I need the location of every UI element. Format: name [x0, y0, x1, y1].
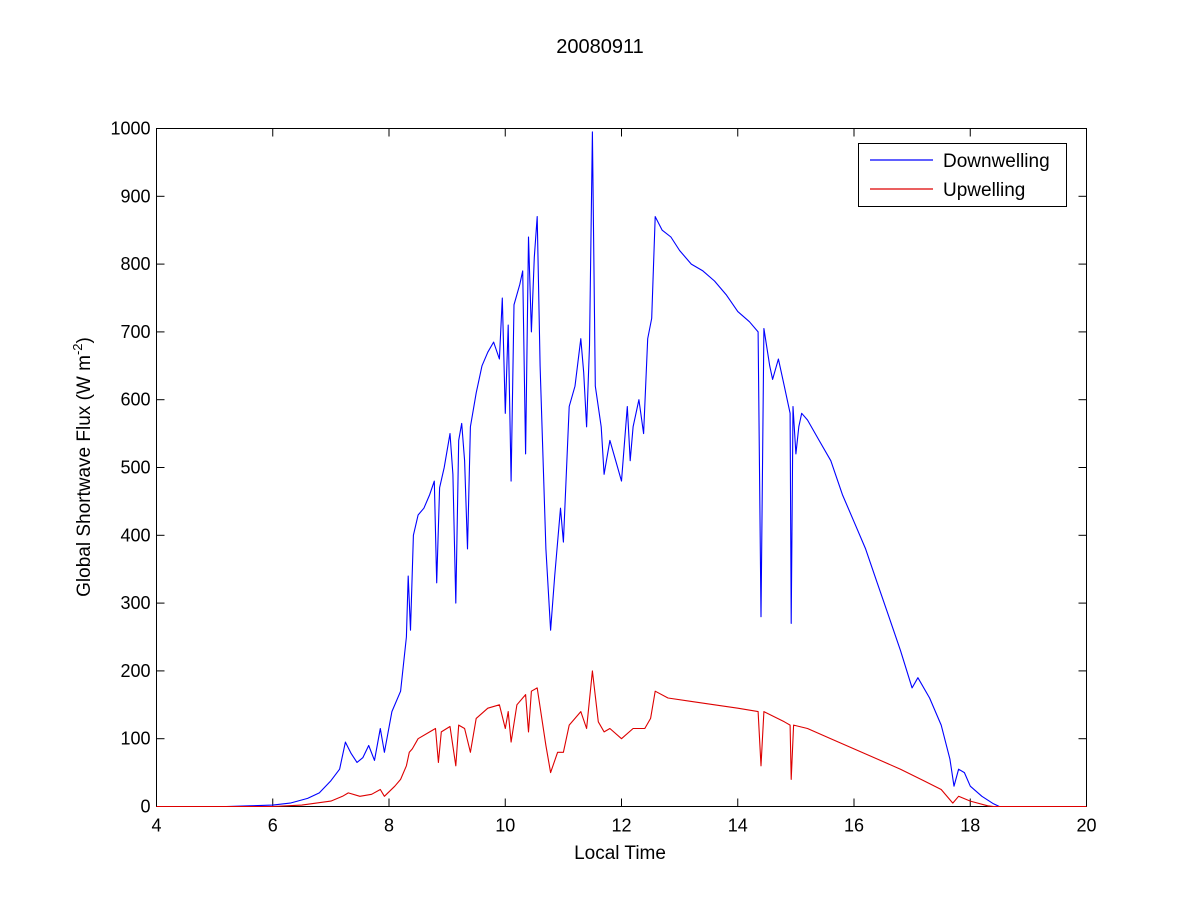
legend-label-upwelling: Upwelling	[943, 180, 1025, 201]
x-tick-label: 20	[1076, 816, 1096, 836]
y-tick-label: 0	[140, 797, 150, 817]
y-tick-label: 1000	[110, 119, 150, 139]
y-tick-label: 500	[120, 458, 150, 478]
y-tick-label: 600	[120, 390, 150, 410]
plot-area: 4 6 8 10 12 14 16 18 20 0 100 200 300 400 500 600 700 80…	[110, 119, 1096, 836]
chart-title: 20080911	[556, 36, 644, 58]
y-tick-label: 300	[120, 593, 150, 613]
y-tick-label: 700	[120, 322, 150, 342]
y-axis-ticks: 0 100 200 300 400 500 600 700 800 900 1000	[110, 119, 1087, 817]
x-tick-label: 14	[728, 816, 748, 836]
x-axis-ticks: 4 6 8 10 12 14 16 18 20	[151, 128, 1097, 836]
x-tick-label: 4	[151, 816, 161, 836]
series-line-upwelling	[156, 670, 1087, 808]
y-axis-label-close: )	[74, 337, 95, 343]
x-axis-label: Local Time	[574, 843, 666, 864]
x-tick-label: 6	[268, 816, 278, 836]
y-axis-label-base: Global Shortwave Flux (W m	[74, 355, 95, 597]
legend-label-downwelling: Downwelling	[943, 151, 1050, 172]
legend-box	[858, 143, 1067, 207]
y-tick-label: 400	[120, 525, 150, 545]
x-tick-label: 10	[495, 816, 515, 836]
series-layer	[156, 131, 1087, 808]
x-tick-label: 18	[960, 816, 980, 836]
legend: Downwelling Upwelling	[858, 143, 1067, 207]
x-tick-label: 12	[611, 816, 631, 836]
x-tick-label: 8	[384, 816, 394, 836]
y-tick-label: 800	[120, 254, 150, 274]
y-axis-label-superscript: -2	[70, 343, 85, 355]
y-tick-label: 200	[120, 661, 150, 681]
series-line-downwelling	[156, 131, 1087, 808]
y-tick-label: 900	[120, 186, 150, 206]
y-tick-label: 100	[120, 729, 150, 749]
y-axis-label: Global Shortwave Flux (W m-2)	[70, 337, 95, 597]
x-tick-label: 16	[844, 816, 864, 836]
